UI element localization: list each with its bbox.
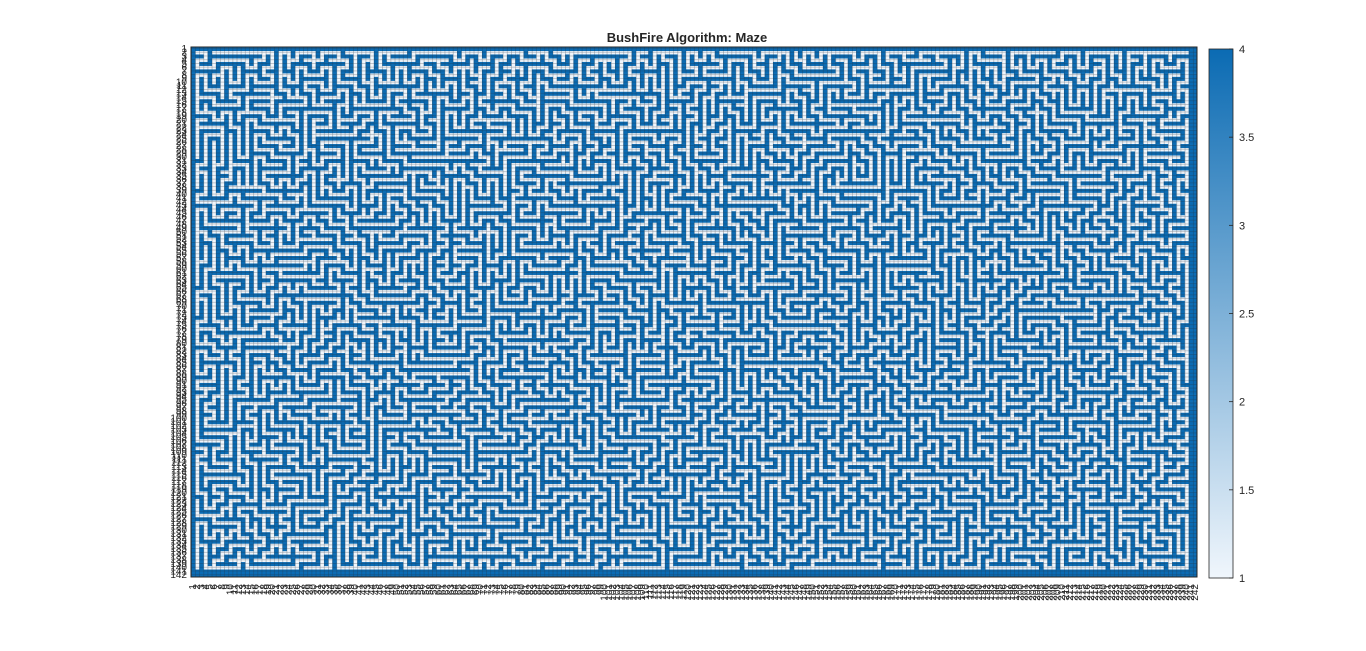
chart-title: BushFire Algorithm: Maze	[607, 30, 768, 45]
heatmap-plot-area	[190, 46, 1198, 578]
